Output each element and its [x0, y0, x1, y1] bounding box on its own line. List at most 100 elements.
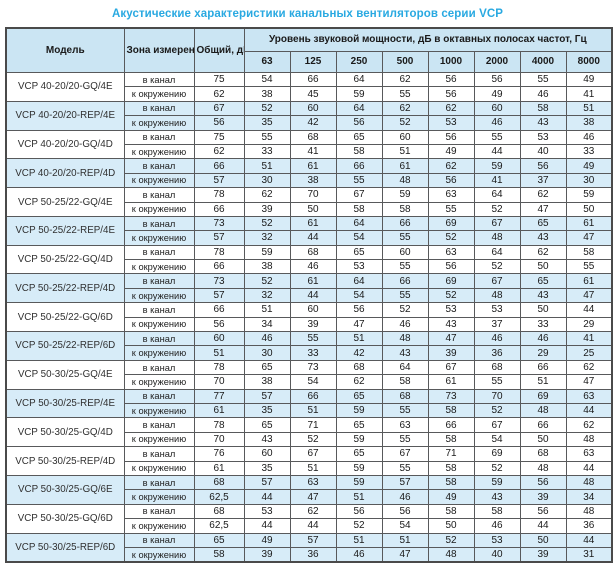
value-cell: 29 [565, 316, 613, 333]
value-cell: 61 [427, 374, 475, 390]
column-header-total: Общий, дБА [193, 27, 245, 73]
model-cell: VCP 40-20/20-GQ/4D [5, 129, 125, 160]
value-cell: 49 [427, 489, 475, 505]
value-cell: 61 [565, 215, 613, 232]
value-cell: 53 [335, 259, 383, 275]
model-cell: VCP 50-25/22-REP/6D [5, 331, 125, 361]
column-header-octave-bands: Уровень звуковой мощности, дБ в октавных… [243, 27, 613, 52]
table-row: к окружению 66 39 50 58 58 55 52 47 50 [6, 201, 613, 217]
value-cell: 53 [473, 302, 521, 318]
value-cell: 70 [289, 187, 337, 203]
total-cell: 78 [193, 359, 245, 376]
total-cell: 66 [193, 201, 245, 217]
value-cell: 47 [519, 201, 567, 217]
value-cell: 67 [289, 446, 337, 462]
zone-cell: в канал [123, 244, 195, 261]
value-cell: 62 [519, 244, 567, 261]
value-cell: 38 [243, 259, 291, 275]
total-cell: 57 [193, 230, 245, 246]
value-cell: 48 [519, 460, 567, 476]
value-cell: 48 [381, 172, 429, 189]
value-cell: 55 [381, 230, 429, 246]
value-cell: 51 [381, 532, 429, 548]
value-cell: 67 [473, 215, 521, 232]
zone-cell: к окружению [123, 287, 195, 304]
value-cell: 65 [519, 215, 567, 232]
total-cell: 70 [193, 374, 245, 390]
zone-cell: к окружению [123, 402, 195, 419]
total-cell: 77 [193, 388, 245, 404]
table-row: VCP 40-20/20-GQ/4E в канал 75 54 66 64 62 56 56 5… [5, 71, 613, 102]
value-cell: 52 [381, 115, 429, 131]
value-cell: 63 [427, 244, 475, 261]
zone-cell: в канал [123, 532, 195, 548]
table-row: VCP 50-30/25-REP/4E в канал 77 57 66 65 68 73 70… [5, 388, 613, 419]
value-cell: 32 [243, 287, 291, 304]
value-cell: 46 [473, 115, 521, 131]
value-cell: 53 [427, 302, 475, 318]
total-cell: 62,5 [193, 489, 245, 505]
value-cell: 41 [565, 331, 613, 347]
value-cell: 42 [335, 345, 383, 361]
zone-cell: в канал [123, 100, 195, 117]
value-cell: 44 [289, 287, 337, 304]
zone-cell: к окружению [123, 86, 195, 102]
value-cell: 43 [519, 230, 567, 246]
value-cell: 59 [381, 187, 429, 203]
value-cell: 62 [289, 503, 337, 520]
column-header-freq-2000: 2000 [473, 51, 521, 73]
table-row: VCP 50-25/22-GQ/4E в канал 78 62 70 67 59 63 64 6… [5, 187, 613, 217]
value-cell: 30 [243, 345, 291, 361]
value-cell: 58 [335, 143, 383, 160]
value-cell: 59 [243, 244, 291, 261]
value-cell: 55 [427, 201, 475, 217]
value-cell: 46 [289, 259, 337, 275]
value-cell: 46 [473, 331, 521, 347]
value-cell: 50 [289, 201, 337, 217]
table-row: VCP 50-30/25-GQ/6E в канал 68 57 63 59 57 58 59 5… [5, 474, 613, 505]
value-cell: 47 [427, 331, 475, 347]
total-cell: 78 [193, 187, 245, 203]
value-cell: 46 [565, 129, 613, 145]
value-cell: 29 [519, 345, 567, 361]
column-header-freq-8000: 8000 [565, 51, 613, 73]
zone-cell: к окружению [123, 489, 195, 505]
value-cell: 47 [565, 374, 613, 390]
value-cell: 51 [381, 143, 429, 160]
value-cell: 55 [381, 86, 429, 102]
value-cell: 56 [519, 158, 567, 174]
value-cell: 70 [473, 388, 521, 404]
value-cell: 55 [243, 129, 291, 145]
column-header-zone: Зона измерения [123, 27, 195, 73]
value-cell: 62 [335, 374, 383, 390]
value-cell: 56 [335, 503, 383, 520]
value-cell: 59 [335, 431, 383, 448]
value-cell: 62 [243, 187, 291, 203]
table-row: VCP 50-30/25-REP/4D в канал 76 60 67 65 67 71 69… [5, 446, 613, 476]
zone-cell: в канал [123, 273, 195, 289]
value-cell: 39 [519, 489, 567, 505]
table-row: VCP 40-20/20-REP/4D в канал 66 51 61 66 61 62 59… [5, 158, 613, 189]
value-cell: 33 [289, 345, 337, 361]
value-cell: 57 [243, 474, 291, 491]
value-cell: 32 [243, 230, 291, 246]
total-cell: 70 [193, 431, 245, 448]
value-cell: 73 [427, 388, 475, 404]
table-row: VCP 50-30/25-GQ/4E в канал 78 65 73 68 64 67 68 6… [5, 359, 613, 390]
zone-cell: к окружению [123, 518, 195, 534]
value-cell: 56 [427, 172, 475, 189]
value-cell: 44 [565, 532, 613, 548]
value-cell: 67 [427, 359, 475, 376]
value-cell: 52 [427, 230, 475, 246]
value-cell: 45 [289, 86, 337, 102]
column-header-freq-1000: 1000 [427, 51, 475, 73]
total-cell: 62,5 [193, 518, 245, 534]
value-cell: 52 [473, 201, 521, 217]
table-row: VCP 40-20/20-GQ/4D в канал 75 55 68 65 60 56 55 5… [5, 129, 613, 160]
total-cell: 67 [193, 100, 245, 117]
value-cell: 65 [335, 388, 383, 404]
value-cell: 55 [335, 172, 383, 189]
value-cell: 48 [427, 546, 475, 563]
value-cell: 55 [381, 287, 429, 304]
value-cell: 57 [289, 532, 337, 548]
